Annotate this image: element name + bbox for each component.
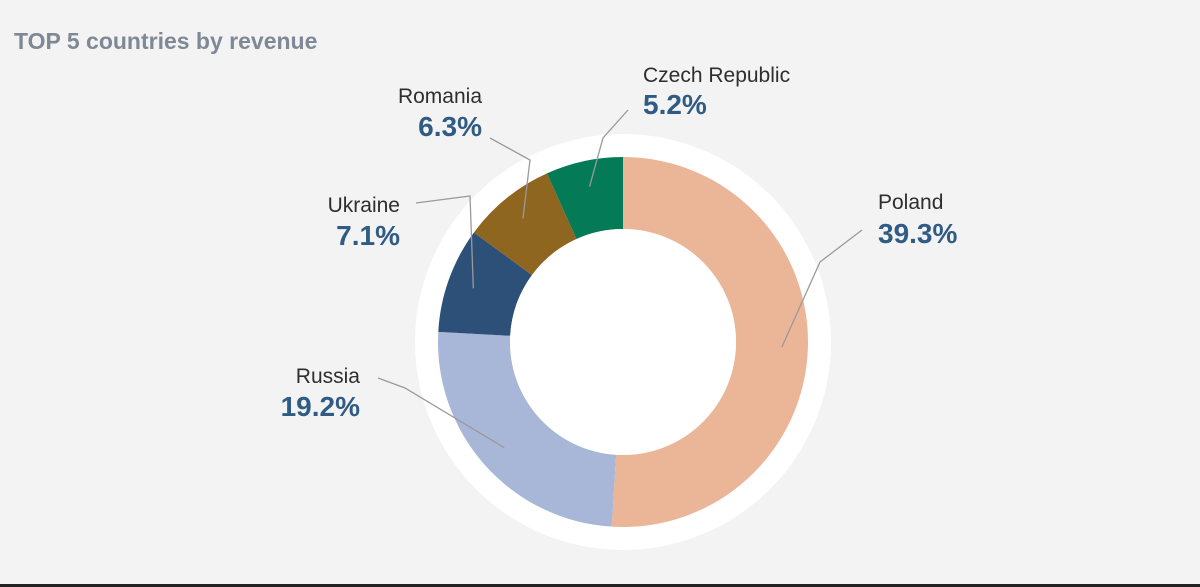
label-name-russia: Russia (296, 365, 361, 388)
slice-czech-republic (546, 157, 623, 239)
slice-labels: Poland 39.3% Russia 19.2% Ukraine 7.1% Romania… (281, 64, 958, 422)
label-value-ukraine: 7.1% (336, 220, 400, 251)
label-name-ukraine: Ukraine (328, 194, 400, 217)
slice-romania (473, 173, 577, 276)
leader-poland (781, 229, 863, 348)
slice-poland (611, 157, 809, 527)
bottom-edge (0, 584, 1200, 587)
leader-romania (489, 137, 531, 219)
slice-russia (437, 331, 617, 527)
leader-russia (377, 377, 505, 449)
donut-hole (510, 229, 736, 455)
slice-ukraine (438, 232, 532, 336)
leader-lines (377, 109, 863, 449)
label-name-poland: Poland (878, 191, 943, 214)
label-value-poland: 39.3% (878, 218, 957, 249)
label-value-czech-republic: 5.2% (643, 89, 707, 120)
leader-czech-republic (588, 109, 629, 187)
label-value-russia: 19.2% (281, 391, 360, 422)
label-name-czech-republic: Czech Republic (643, 64, 790, 87)
label-name-romania: Romania (398, 85, 482, 108)
donut-slices (437, 157, 809, 527)
chart-title: TOP 5 countries by revenue (14, 28, 317, 54)
leader-ukraine (415, 195, 474, 289)
label-value-romania: 6.3% (418, 111, 482, 142)
